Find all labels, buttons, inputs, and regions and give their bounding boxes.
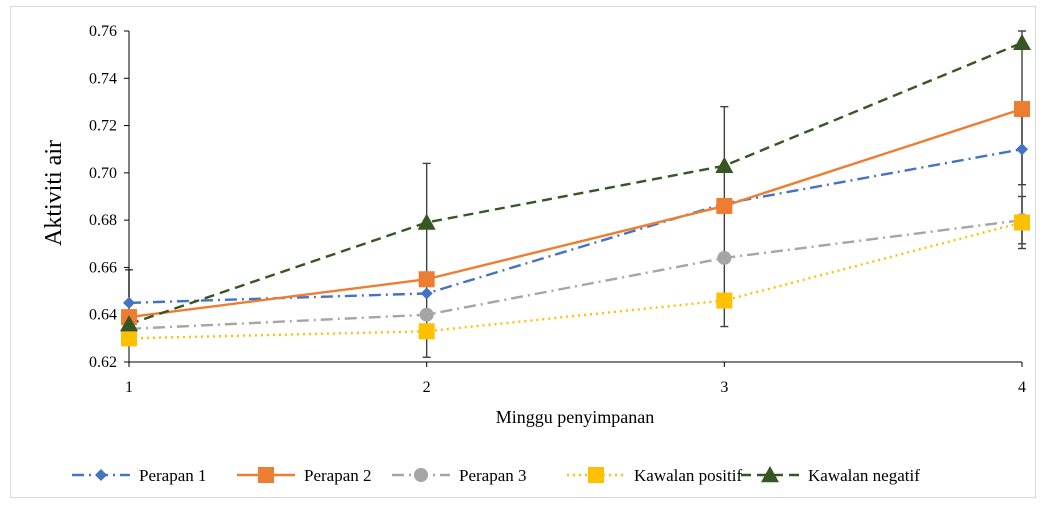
data-point-series-1	[123, 296, 135, 309]
data-point-series-5	[1013, 33, 1031, 51]
series-line-5	[128, 41, 1023, 326]
x-tick-label: 4	[1018, 379, 1026, 396]
y-tick-label: 0.62	[89, 354, 117, 371]
x-tick-label: 3	[720, 379, 728, 396]
legend-swatch-marker	[258, 467, 274, 483]
x-tick-label: 1	[125, 379, 133, 396]
legend: Perapan 1 Perapan 2 Perapan 3 Kawalan posit…	[72, 466, 920, 485]
legend-item-3: Perapan 3	[392, 466, 527, 485]
legend-item-4: Kawalan positif	[567, 466, 742, 485]
error-bar	[720, 105, 729, 328]
legend-label: Perapan 1	[139, 466, 207, 485]
chart-frame	[10, 6, 1036, 498]
x-tick-labels: 1 2 3 4	[125, 362, 1026, 396]
data-point-series-4	[1014, 214, 1030, 231]
y-tick-label: 0.64	[89, 307, 117, 324]
x-axis-label: Minggu penyimpanan	[496, 407, 654, 427]
y-tick-label: 0.70	[89, 165, 117, 182]
data-point-series-2	[418, 271, 435, 288]
legend-label: Kawalan positif	[634, 466, 742, 485]
y-axis-label: Aktiviti air	[41, 140, 67, 246]
data-point-series-4	[121, 330, 137, 347]
legend-item-2: Perapan 2	[237, 466, 372, 485]
series-line-4	[128, 221, 1023, 340]
data-point-series-4	[716, 292, 733, 309]
y-tick-label: 0.74	[89, 70, 117, 87]
legend-label: Kawalan negatif	[808, 466, 920, 485]
y-tick-label: 0.72	[89, 118, 117, 135]
y-tick-label: 0.68	[89, 212, 117, 229]
series-markers	[120, 33, 1031, 347]
legend-swatch-marker	[761, 466, 779, 483]
series-line-3	[128, 218, 1023, 331]
y-tick-label: 0.66	[89, 259, 117, 276]
legend-swatch-marker	[588, 467, 604, 483]
legend-label: Perapan 2	[304, 466, 372, 485]
y-tick-labels: 0.62 0.64 0.66 0.68 0.70 0.72 0.74 0.76	[89, 23, 129, 371]
legend-item-5: Kawalan negatif	[741, 466, 920, 485]
legend-item-1: Perapan 1	[72, 466, 207, 485]
data-point-series-3	[419, 307, 434, 322]
data-point-series-2	[716, 197, 733, 214]
data-point-series-1	[1016, 143, 1028, 156]
axes	[128, 31, 1022, 363]
legend-swatch-marker	[414, 468, 428, 482]
data-point-series-1	[420, 287, 433, 300]
series-line-1	[128, 148, 1023, 305]
data-point-series-5	[715, 156, 734, 173]
data-point-series-4	[418, 323, 435, 340]
data-point-series-5	[417, 213, 436, 230]
y-tick-label: 0.76	[89, 23, 117, 40]
x-tick-label: 2	[423, 379, 431, 396]
series-lines	[128, 41, 1023, 340]
data-point-series-5	[120, 315, 138, 332]
data-point-series-3	[717, 250, 732, 265]
legend-label: Perapan 3	[459, 466, 527, 485]
legend-swatch-marker	[95, 469, 107, 481]
data-point-series-2	[1014, 101, 1030, 118]
series-line-2	[128, 107, 1023, 319]
